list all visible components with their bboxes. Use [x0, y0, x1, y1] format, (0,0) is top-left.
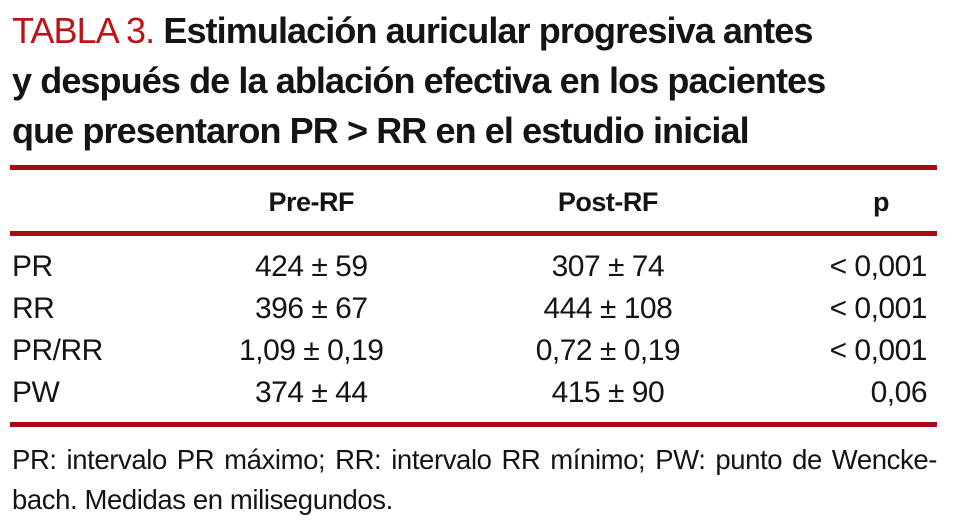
table-header: Pre-RF Post-RF p	[10, 167, 937, 236]
row-label-pr-rr: PR/RR	[12, 334, 103, 367]
cell-pre-rf: 374 ± 44	[254, 376, 368, 409]
table-title-line-2: y después de la ablación efectiva en los…	[12, 60, 826, 101]
header-post-rf: Post-RF	[464, 167, 752, 236]
table-row: RR 396 ± 67 444 ± 108 < 0,001	[10, 288, 937, 330]
table-body: PR 424 ± 59 307 ± 74 < 0,001 RR 396 ± 67…	[10, 234, 937, 425]
row-label-pr: PR	[12, 250, 53, 283]
cell-pre-rf: 424 ± 59	[254, 250, 368, 283]
table-title: TABLA 3. Estimulación auricular progresi…	[12, 6, 937, 156]
table-title-line-1: TABLA 3. Estimulación auricular progresi…	[12, 6, 937, 56]
cell-post-rf: 0,72 ± 0,19	[535, 334, 681, 367]
results-table: Pre-RF Post-RF p PR 424 ± 59 307 ± 74 < …	[10, 165, 937, 427]
table-figure: TABLA 3. Estimulación auricular progresi…	[10, 6, 937, 520]
header-pre-rf: Pre-RF	[158, 167, 465, 236]
header-row: Pre-RF Post-RF p	[10, 167, 937, 236]
table-row: PR 424 ± 59 307 ± 74 < 0,001	[10, 234, 937, 289]
table-row: PW 374 ± 44 415 ± 90 0,06	[10, 372, 937, 425]
row-label-pw: PW	[12, 376, 60, 409]
cell-pre-rf: 396 ± 67	[254, 292, 368, 325]
cell-post-rf: 415 ± 90	[551, 376, 665, 409]
header-empty	[10, 167, 159, 236]
cell-post-rf: 444 ± 108	[543, 292, 673, 325]
cell-p-value: < 0,001	[829, 292, 928, 325]
cell-p-value: < 0,001	[829, 250, 928, 283]
cell-pre-rf: 1,09 ± 0,19	[239, 334, 384, 367]
table-title-text: Estimulación auricular progresiva antes	[163, 10, 813, 51]
table-number-label: TABLA 3.	[12, 10, 155, 51]
cell-p-value: 0,06	[870, 376, 928, 409]
header-p: p	[751, 167, 937, 236]
cell-p-value: < 0,001	[829, 334, 928, 367]
row-label-rr: RR	[12, 292, 55, 325]
table-row: PR/RR 1,09 ± 0,19 0,72 ± 0,19 < 0,001	[10, 330, 937, 372]
table-footnote: PR: intervalo PR máximo; RR: intervalo R…	[12, 440, 937, 520]
cell-post-rf: 307 ± 74	[551, 250, 665, 283]
footnote-line-1: PR: intervalo PR máximo; RR: intervalo R…	[12, 444, 937, 475]
footnote-line-2: bach. Medidas en milisegundos.	[12, 484, 393, 515]
table-title-line-3: que presentaron PR > RR en el estudio in…	[12, 110, 750, 151]
